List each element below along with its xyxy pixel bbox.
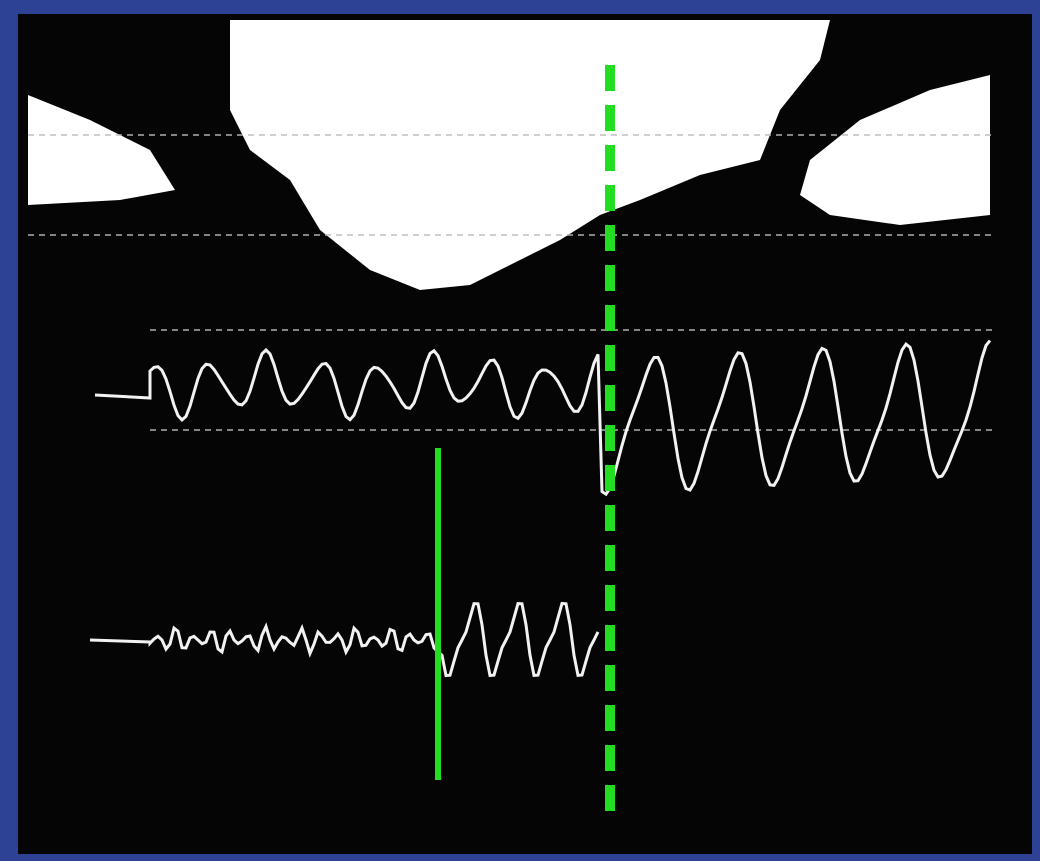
page: {} (() => { JSON.parse(document.getEleme…	[0, 0, 1040, 861]
oscilloscope-photo	[0, 0, 1040, 861]
